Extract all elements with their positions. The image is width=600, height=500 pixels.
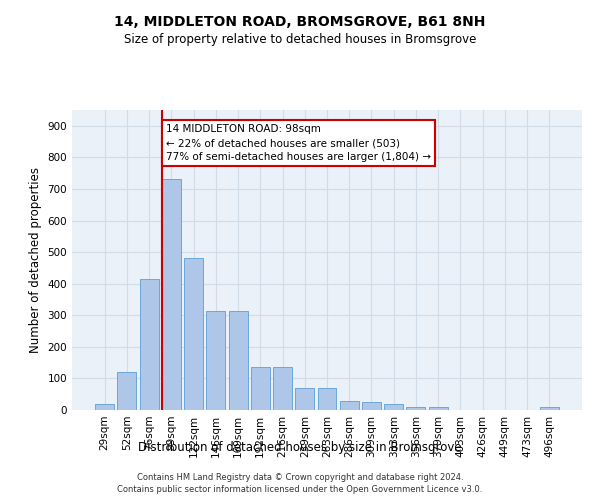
Bar: [340, 400, 359, 410]
Y-axis label: Number of detached properties: Number of detached properties: [29, 167, 42, 353]
Bar: [362, 402, 381, 410]
Bar: [295, 388, 314, 410]
Bar: [140, 279, 158, 410]
Bar: [184, 258, 203, 410]
Bar: [162, 180, 181, 410]
Bar: [118, 372, 136, 410]
Bar: [206, 310, 225, 410]
Bar: [251, 368, 270, 410]
Text: Contains HM Land Registry data © Crown copyright and database right 2024.: Contains HM Land Registry data © Crown c…: [137, 472, 463, 482]
Bar: [95, 404, 114, 410]
Bar: [384, 404, 403, 410]
Text: 14 MIDDLETON ROAD: 98sqm
← 22% of detached houses are smaller (503)
77% of semi-: 14 MIDDLETON ROAD: 98sqm ← 22% of detach…: [166, 124, 431, 162]
Bar: [229, 310, 248, 410]
Text: Distribution of detached houses by size in Bromsgrove: Distribution of detached houses by size …: [138, 441, 462, 454]
Bar: [406, 407, 425, 410]
Text: Size of property relative to detached houses in Bromsgrove: Size of property relative to detached ho…: [124, 32, 476, 46]
Text: 14, MIDDLETON ROAD, BROMSGROVE, B61 8NH: 14, MIDDLETON ROAD, BROMSGROVE, B61 8NH: [115, 15, 485, 29]
Bar: [273, 368, 292, 410]
Text: Contains public sector information licensed under the Open Government Licence v3: Contains public sector information licen…: [118, 485, 482, 494]
Bar: [540, 407, 559, 410]
Bar: [317, 388, 337, 410]
Bar: [429, 407, 448, 410]
